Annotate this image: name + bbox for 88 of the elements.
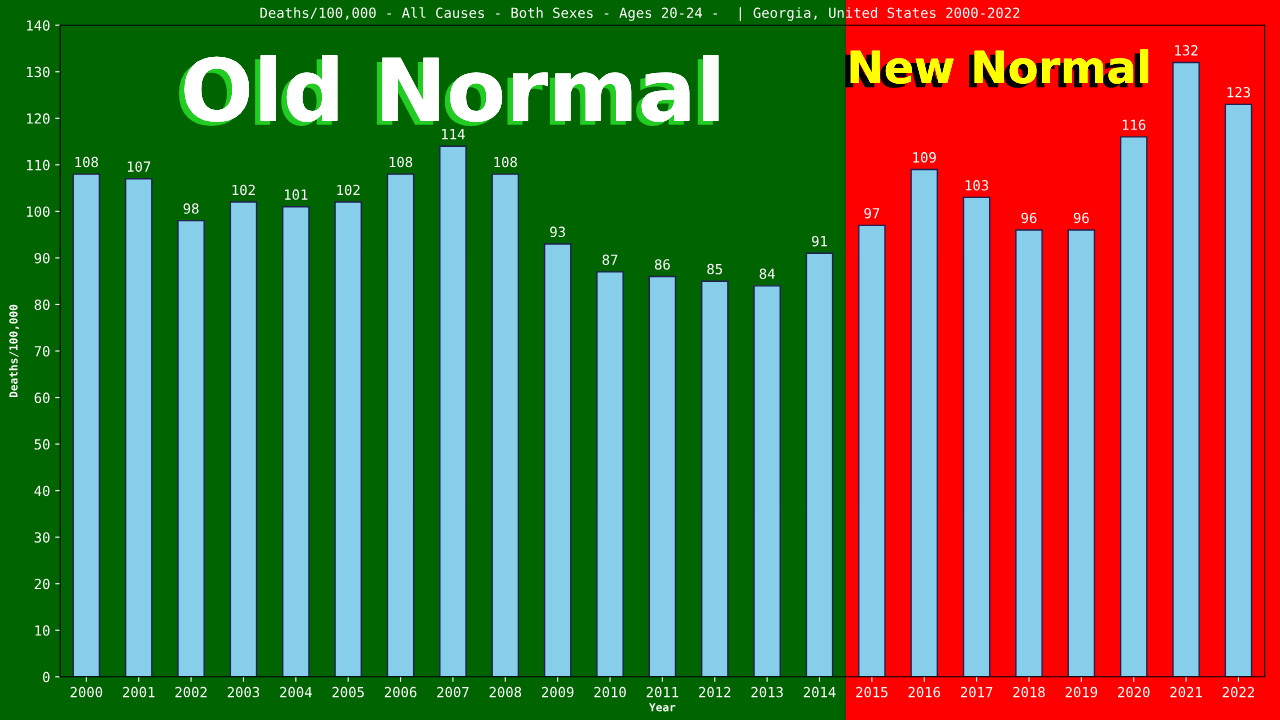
- x-tick-label: 2001: [123, 686, 155, 698]
- data-label: 108: [494, 156, 517, 168]
- data-label: 102: [232, 184, 255, 196]
- y-tick-label: 90: [34, 252, 50, 264]
- x-tick-label: 2022: [1222, 686, 1254, 698]
- y-axis-title: Deaths/100,000: [9, 304, 20, 398]
- x-axis-title: Year: [649, 703, 676, 712]
- data-label: 96: [1073, 212, 1089, 224]
- x-tick-label: 2020: [1118, 686, 1150, 698]
- x-tick-label: 2010: [594, 686, 626, 698]
- y-tick-label: 30: [34, 532, 50, 543]
- y-tick-label: 110: [27, 159, 50, 171]
- data-label: 132: [1175, 45, 1198, 56]
- y-tick-label: 80: [34, 299, 50, 310]
- x-tick-label: 2008: [489, 686, 522, 698]
- x-tick-label: 2003: [227, 686, 260, 698]
- x-tick-label: 2009: [541, 686, 574, 698]
- bar: [229, 201, 258, 677]
- x-tick-label: 2021: [1170, 686, 1202, 698]
- bar: [596, 271, 624, 677]
- bar: [124, 178, 153, 677]
- bar: [334, 201, 362, 677]
- x-tick-label: 2011: [646, 686, 679, 698]
- bar: [543, 243, 572, 677]
- x-tick-label: 2015: [856, 686, 888, 698]
- bar: [1067, 229, 1096, 677]
- data-label: 86: [654, 259, 670, 270]
- data-label: 101: [284, 189, 308, 200]
- bar: [700, 280, 729, 677]
- x-tick-label: 2004: [280, 686, 312, 698]
- data-label: 93: [550, 226, 565, 238]
- bar: [648, 275, 677, 677]
- bar: [491, 173, 520, 677]
- data-label: 102: [337, 184, 360, 196]
- band-label: New Normal: [845, 49, 1149, 88]
- data-label: 123: [1227, 86, 1250, 98]
- bar: [282, 206, 310, 677]
- y-tick-label: 40: [34, 485, 50, 497]
- bar: [1015, 229, 1043, 677]
- x-tick-label: 2007: [437, 686, 469, 698]
- bar: [858, 224, 886, 677]
- y-tick-label: 100: [27, 206, 50, 217]
- bar: [1119, 136, 1148, 677]
- bar: [1224, 103, 1253, 677]
- bar: [439, 145, 467, 677]
- data-label: 84: [759, 268, 775, 279]
- y-tick-label: 70: [34, 346, 50, 357]
- data-label: 98: [183, 203, 199, 214]
- data-label: 85: [707, 263, 723, 275]
- x-tick-label: 2016: [908, 686, 941, 698]
- data-label: 116: [1122, 119, 1146, 131]
- y-tick-label: 10: [35, 625, 50, 636]
- x-tick-label: 2014: [803, 686, 836, 698]
- y-tick-label: 60: [34, 392, 50, 404]
- bar: [805, 252, 834, 677]
- data-label: 108: [389, 156, 413, 168]
- x-tick-label: 2000: [70, 686, 103, 698]
- data-label: 87: [602, 254, 618, 266]
- band-label: Old Normal: [178, 55, 719, 127]
- x-tick-label: 2005: [332, 686, 364, 698]
- x-tick-label: 2006: [384, 686, 417, 698]
- x-tick-label: 2018: [1013, 686, 1045, 698]
- bar: [386, 173, 415, 677]
- bar: [1172, 61, 1200, 677]
- data-label: 109: [913, 152, 936, 163]
- bar: [753, 285, 781, 677]
- y-tick-label: 20: [34, 578, 50, 590]
- y-tick-label: 140: [27, 20, 50, 31]
- y-tick-label: 0: [42, 671, 50, 683]
- y-tick-label: 50: [34, 439, 50, 450]
- x-tick-label: 2019: [1065, 686, 1098, 698]
- y-tick-label: 120: [27, 113, 50, 124]
- bar: [72, 173, 101, 677]
- bar: [177, 219, 205, 677]
- bar: [910, 168, 939, 677]
- bar: [962, 196, 991, 677]
- x-tick-label: 2013: [751, 686, 783, 698]
- data-label: 103: [965, 180, 989, 191]
- x-tick-label: 2002: [175, 686, 207, 698]
- data-label: 107: [127, 161, 151, 172]
- x-tick-label: 2017: [960, 686, 993, 698]
- data-label: 114: [442, 129, 465, 140]
- data-label: 96: [1021, 212, 1037, 224]
- x-tick-label: 2012: [699, 686, 731, 698]
- data-label: 97: [864, 207, 880, 219]
- data-label: 108: [75, 156, 98, 168]
- data-label: 91: [812, 235, 827, 247]
- y-tick-label: 130: [27, 66, 50, 78]
